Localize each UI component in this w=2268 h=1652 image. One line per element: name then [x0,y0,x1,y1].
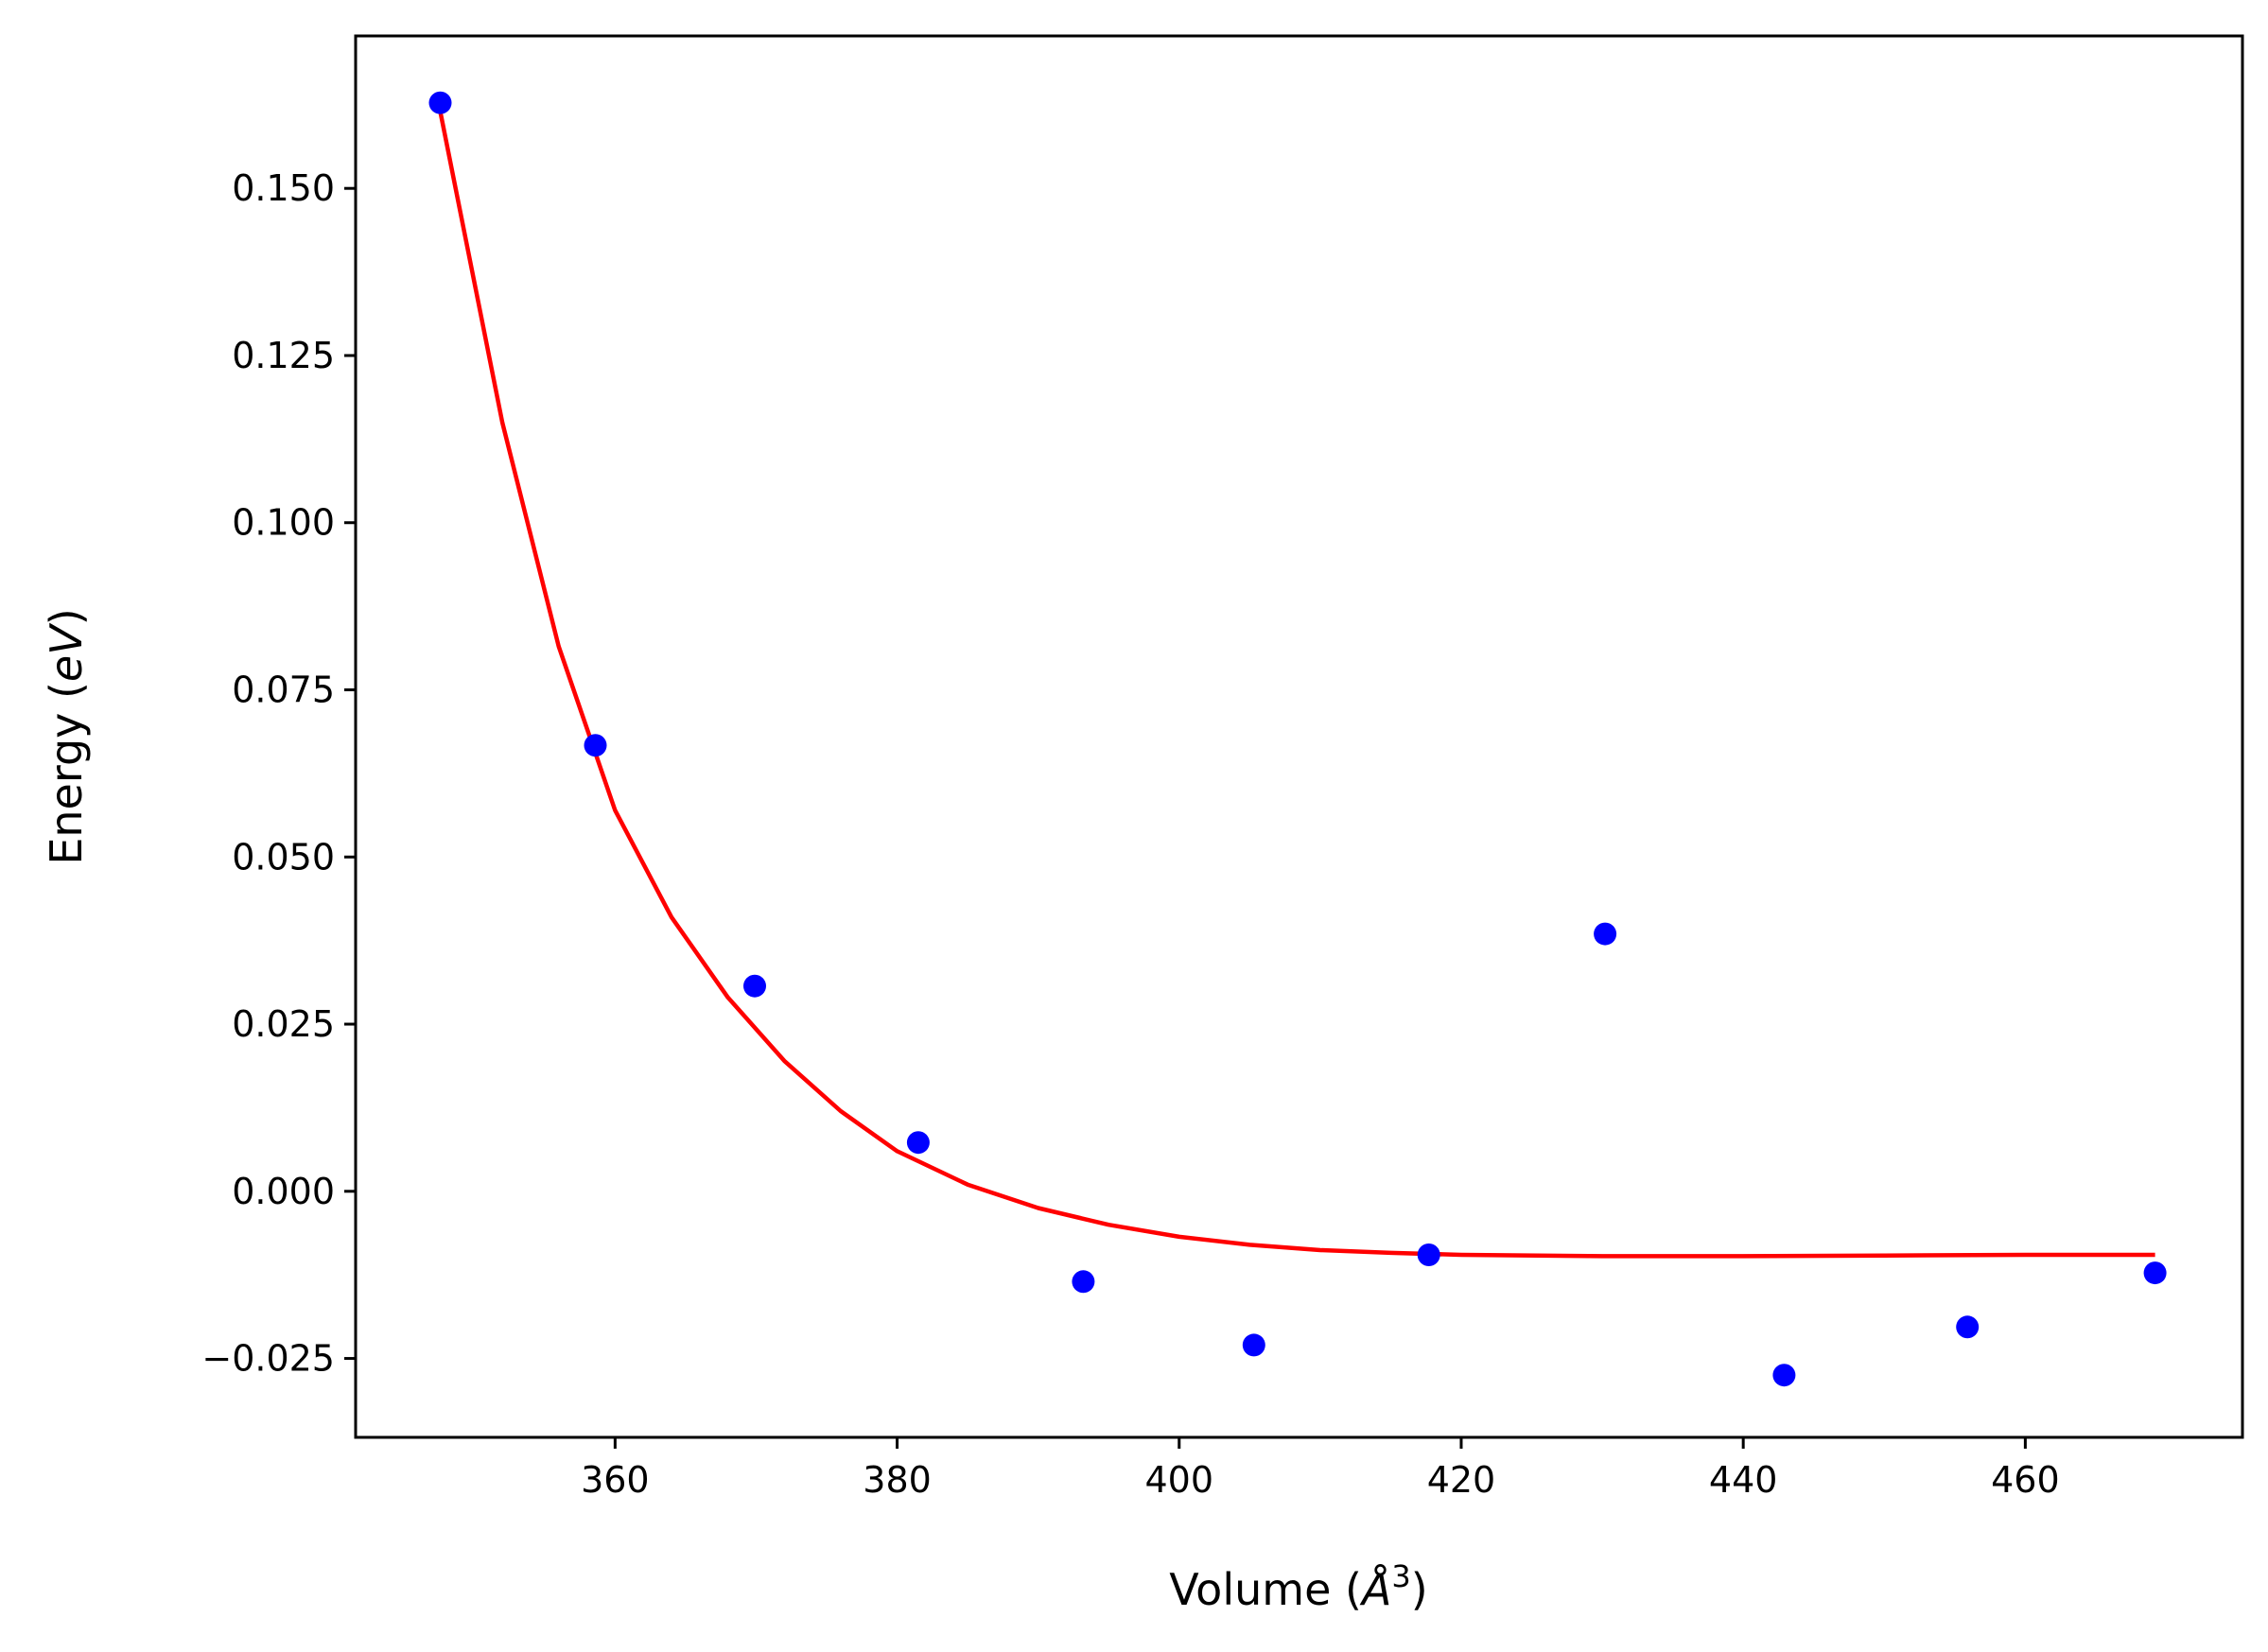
y-tick-label: 0.150 [232,167,335,209]
data-point [428,91,452,114]
x-tick-label: 460 [1991,1459,2060,1501]
y-tick-label: 0.075 [232,669,335,711]
x-tick-label: 420 [1427,1459,1496,1501]
x-tick-label: 360 [581,1459,650,1501]
plot-marks [428,91,2167,1387]
data-point [1594,922,1617,946]
x-axis-ticks: 360 380 400 420 440 460 [581,1437,2060,1501]
data-point [1242,1333,1265,1357]
y-tick-label: 0.125 [232,335,335,376]
data-point [2143,1261,2167,1285]
y-tick-label: −0.025 [201,1338,335,1380]
x-tick-label: 380 [863,1459,932,1501]
data-point [743,974,766,998]
data-point [1772,1364,1796,1387]
y-tick-label: 0.100 [232,502,335,544]
x-tick-label: 440 [1709,1459,1778,1501]
plot-frame [354,34,2244,1439]
data-point [1072,1270,1095,1294]
fit-curve-line [438,111,2155,1259]
x-axis-label: Volume (Å3) [1169,1558,1427,1615]
data-point [584,734,607,757]
x-tick-label: 400 [1144,1459,1213,1501]
data-point [1417,1243,1440,1266]
y-axis-ticks: −0.025 0.000 0.025 0.050 0.075 0.100 0.125 0.15… [201,167,356,1380]
y-tick-label: 0.025 [232,1003,335,1045]
y-tick-label: 0.050 [232,836,335,878]
data-point [1956,1315,1980,1339]
y-tick-label: 0.000 [232,1171,335,1212]
data-point [906,1131,930,1155]
y-axis-label: Energy (eV) [41,608,92,864]
